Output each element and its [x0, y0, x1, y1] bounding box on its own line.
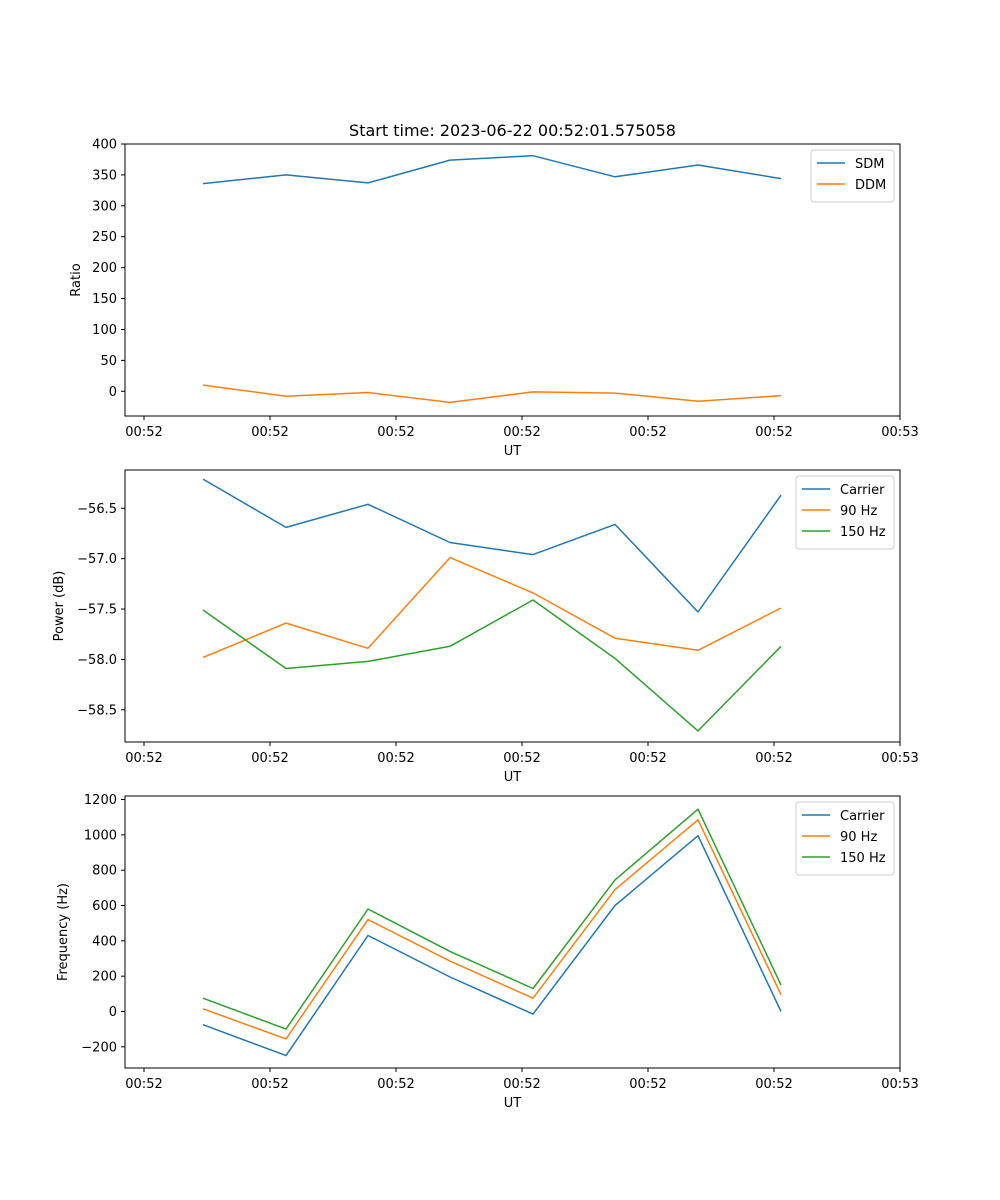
y-tick-label: 50: [100, 354, 117, 369]
y-tick-label: 800: [92, 864, 117, 879]
y-axis-label: Power (dB): [52, 571, 67, 642]
x-tick-label: 00:52: [503, 425, 540, 440]
series-line-150-hz: [202, 599, 782, 732]
axes-frame: [124, 469, 901, 743]
y-tick-label: 300: [92, 199, 117, 214]
x-tick-label: 00:52: [377, 751, 414, 766]
legend-label: Carrier: [840, 483, 885, 498]
x-axis-label: UT: [504, 1096, 522, 1111]
x-axis-label: UT: [504, 444, 522, 459]
x-tick-label: 00:52: [125, 1077, 162, 1092]
x-tick-label: 00:52: [377, 425, 414, 440]
x-tick-label: 00:52: [125, 751, 162, 766]
x-tick-label: 00:52: [755, 425, 792, 440]
y-tick-label: 400: [92, 138, 117, 153]
x-tick-label: 00:53: [881, 425, 918, 440]
series-line-carrier: [202, 478, 782, 613]
legend-label: DDM: [855, 178, 886, 193]
axes-frame: [124, 795, 901, 1069]
y-tick-label: 200: [92, 970, 117, 985]
ratio-panel: 00:52 00:52 00:52 00:52 00:52 00:52 00:53 0 50 10…: [69, 138, 919, 460]
x-tick-label: 00:52: [503, 1077, 540, 1092]
figure-title: Start time: 2023-06-22 00:52:01.575058: [349, 121, 676, 140]
y-tick-label: 150: [92, 292, 117, 307]
legend-label: SDM: [855, 157, 884, 172]
y-tick-label: −56.5: [77, 502, 117, 517]
y-tick-label: −58.0: [77, 653, 117, 668]
legend: Carrier 90 Hz 150 Hz: [795, 801, 895, 876]
series-line-90-hz: [202, 819, 782, 1040]
y-tick-label: 400: [92, 934, 117, 949]
y-tick-label: 600: [92, 899, 117, 914]
x-tick-label: 00:52: [629, 1077, 666, 1092]
series-line-carrier: [202, 834, 782, 1057]
x-tick-label: 00:53: [881, 751, 918, 766]
y-axis-label: Ratio: [69, 263, 84, 296]
y-tick-label: 350: [92, 168, 117, 183]
y-tick-label: 0: [109, 385, 117, 400]
frequency-panel: 00:52 00:52 00:52 00:52 00:52 00:52 00:53 −200 0…: [56, 793, 919, 1111]
y-tick-label: 1000: [84, 828, 117, 843]
x-tick-label: 00:52: [755, 1077, 792, 1092]
y-tick-label: 100: [92, 323, 117, 338]
legend-label: 150 Hz: [840, 525, 886, 540]
x-tick-label: 00:52: [251, 1077, 288, 1092]
series-line-ddm: [202, 384, 782, 404]
legend: SDM DDM: [810, 149, 895, 203]
x-tick-label: 00:52: [251, 425, 288, 440]
x-tick-label: 00:52: [251, 751, 288, 766]
legend-label: 90 Hz: [840, 504, 877, 519]
legend: Carrier 90 Hz 150 Hz: [795, 475, 895, 550]
x-tick-label: 00:52: [755, 751, 792, 766]
x-tick-label: 00:53: [881, 1077, 918, 1092]
legend-label: 90 Hz: [840, 830, 877, 845]
x-axis-label: UT: [504, 770, 522, 785]
y-tick-label: −58.5: [77, 703, 117, 718]
y-tick-label: −57.0: [77, 552, 117, 567]
legend-label: 150 Hz: [840, 851, 886, 866]
y-tick-label: 200: [92, 261, 117, 276]
series-line-150-hz: [202, 808, 782, 1030]
axes-frame: [124, 143, 901, 417]
y-tick-label: −57.5: [77, 603, 117, 618]
x-tick-label: 00:52: [629, 751, 666, 766]
x-tick-label: 00:52: [503, 751, 540, 766]
y-tick-label: 250: [92, 230, 117, 245]
legend-label: Carrier: [840, 809, 885, 824]
x-tick-label: 00:52: [125, 425, 162, 440]
series-line-sdm: [202, 154, 782, 185]
y-tick-label: −200: [81, 1040, 117, 1055]
series-line-90-hz: [202, 556, 782, 659]
power-panel: 00:52 00:52 00:52 00:52 00:52 00:52 00:53 −58.5…: [52, 469, 919, 785]
y-tick-label: 1200: [84, 793, 117, 808]
x-tick-label: 00:52: [377, 1077, 414, 1092]
x-tick-label: 00:52: [629, 425, 666, 440]
y-tick-label: 0: [109, 1005, 117, 1020]
y-axis-label: Frequency (Hz): [56, 883, 71, 981]
